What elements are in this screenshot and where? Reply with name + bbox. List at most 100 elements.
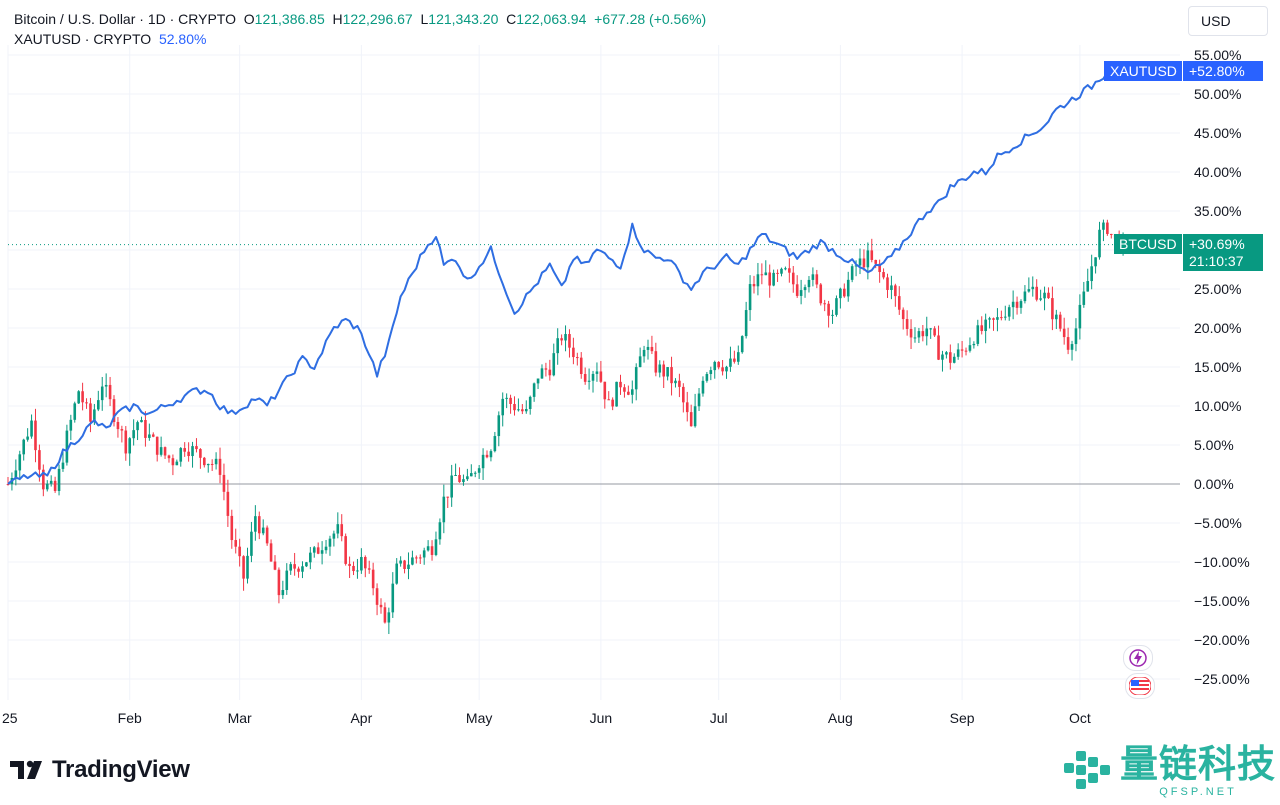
compare-series-legend[interactable]: XAUTUSD · CRYPTO 52.80% xyxy=(14,31,206,47)
btc-candle xyxy=(874,259,878,264)
btc-candle xyxy=(61,462,65,469)
btc-candle xyxy=(878,263,881,273)
btc-candle xyxy=(6,484,10,485)
btc-candle xyxy=(591,373,595,381)
btc-candle xyxy=(179,448,183,462)
btc-candle xyxy=(320,550,324,554)
btc-candle xyxy=(466,476,469,480)
btc-candle xyxy=(328,538,332,547)
btc-candle xyxy=(206,463,210,466)
btc-candle xyxy=(689,412,693,427)
btc-candle xyxy=(195,446,198,450)
us-flag-icon xyxy=(1129,677,1151,695)
watermark-en: QFSP.NET xyxy=(1159,786,1237,798)
price-axis[interactable]: 55.00%50.00%45.00%40.00%35.00%30.00%25.0… xyxy=(1194,47,1250,687)
btc-candle xyxy=(705,374,709,381)
y-tick-label: −20.00% xyxy=(1194,632,1250,648)
btc-candle xyxy=(411,557,414,565)
btc-candle xyxy=(489,451,493,458)
btc-candle xyxy=(827,303,830,316)
btc-candle xyxy=(788,268,791,273)
btc-candle xyxy=(85,402,88,404)
btc-candle xyxy=(1094,257,1097,267)
btc-candle xyxy=(682,386,685,403)
btc-candle xyxy=(112,399,116,422)
btc-candle xyxy=(611,399,614,407)
btc-candle xyxy=(984,319,987,332)
btc-candle xyxy=(159,447,163,455)
btc-candle xyxy=(1082,291,1086,305)
btc-candle xyxy=(528,396,532,409)
btc-candle xyxy=(980,325,984,332)
btc-candle xyxy=(155,436,159,455)
btc-candle xyxy=(14,470,18,478)
x-tick-label: Sep xyxy=(950,710,975,726)
btc-candle xyxy=(811,274,815,280)
tradingview-logo-icon xyxy=(10,760,42,779)
lightning-badge-icon[interactable] xyxy=(1123,645,1153,671)
btc-candle xyxy=(163,447,167,456)
main-series-legend[interactable]: Bitcoin / U.S. Dollar · 1D · CRYPTO O121… xyxy=(14,11,706,27)
btc-candle xyxy=(968,345,972,351)
btc-candle xyxy=(685,402,689,413)
btc-candle xyxy=(183,448,186,452)
btc-candle xyxy=(454,474,457,476)
btc-candle xyxy=(1000,317,1003,319)
btc-candle xyxy=(191,446,194,457)
btc-candle xyxy=(521,409,524,412)
btc-candle xyxy=(964,350,968,352)
btc-candle xyxy=(226,491,230,516)
btc-candle xyxy=(509,397,512,405)
btc-candle xyxy=(642,349,646,357)
btc-candle xyxy=(740,336,744,353)
btc-candle xyxy=(666,367,669,377)
xaut-line-layer xyxy=(7,71,1109,485)
btc-candle xyxy=(630,389,634,395)
btc-candle xyxy=(858,258,862,266)
btc-candle xyxy=(843,288,846,297)
btc-candle xyxy=(238,546,241,557)
y-tick-label: 20.00% xyxy=(1194,320,1241,336)
btc-candle xyxy=(560,338,563,341)
btc-candle xyxy=(116,421,120,430)
btc-candle xyxy=(493,436,497,452)
btc-candle xyxy=(1102,222,1105,230)
open-value: 121,386.85 xyxy=(254,11,325,27)
symbol-title[interactable]: Bitcoin / U.S. Dollar · 1D · CRYPTO xyxy=(14,11,236,27)
xaut-value-tag xyxy=(1183,61,1263,81)
btc-candle xyxy=(214,458,218,465)
btc-candle xyxy=(505,397,508,399)
btc-candle xyxy=(976,325,980,344)
currency-button[interactable]: USD xyxy=(1188,6,1268,36)
btc-candle xyxy=(568,334,571,348)
btc-candle xyxy=(34,420,37,451)
btc-candle xyxy=(442,496,446,523)
btc-candle xyxy=(548,369,552,376)
btc-candle xyxy=(352,565,355,572)
btc-candle xyxy=(729,358,732,367)
btc-candle xyxy=(815,274,819,285)
time-axis[interactable]: 25 Feb Mar Apr May Jun Jul Aug Sep Oct xyxy=(2,710,1091,726)
btc-candle xyxy=(807,279,811,288)
btc-candle xyxy=(536,378,540,384)
btc-candle xyxy=(222,474,226,492)
btc-candle xyxy=(544,368,548,370)
btc-candle xyxy=(383,607,387,623)
xaut-name-label: XAUTUSD xyxy=(1110,63,1177,79)
btc-candle xyxy=(937,335,940,360)
btc-candle xyxy=(250,531,253,556)
compare-value: 52.80% xyxy=(158,31,207,47)
us-flag-calendar-icon[interactable] xyxy=(1125,673,1155,699)
high-value: 122,296.67 xyxy=(342,11,413,27)
btc-candle xyxy=(269,543,273,562)
tradingview-logo[interactable]: TradingView xyxy=(10,756,190,784)
btc-candle xyxy=(104,384,108,387)
btc-candle xyxy=(399,560,402,564)
btc-candle xyxy=(744,310,748,337)
lightning-icon xyxy=(1129,649,1147,667)
btc-candle xyxy=(901,309,905,320)
btc-candle xyxy=(49,480,53,484)
close-label: C xyxy=(506,11,517,27)
compare-symbol[interactable]: XAUTUSD · CRYPTO xyxy=(14,31,152,47)
